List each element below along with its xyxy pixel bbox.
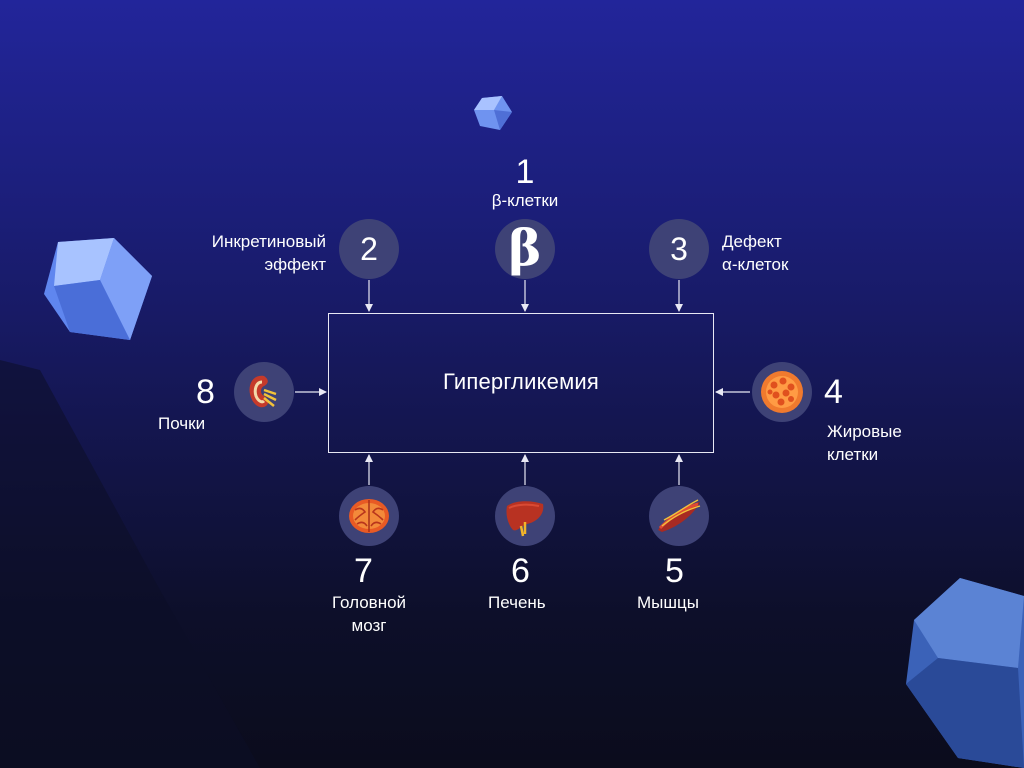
- node-4-circle: [752, 362, 812, 422]
- node-7-label: Головной мозг: [318, 591, 420, 637]
- node-2-label: Инкретиновый эффект: [176, 230, 326, 276]
- crystal-left-icon: [44, 238, 152, 340]
- node-7-number: 7: [354, 552, 373, 590]
- node-2-circle: 2: [339, 219, 399, 279]
- node-6-number: 6: [511, 552, 530, 590]
- crystal-small-icon: [474, 96, 512, 130]
- node-7-circle: [339, 486, 399, 546]
- node-5-circle: [649, 486, 709, 546]
- hyperglycemia-box: Гипергликемия: [328, 313, 714, 453]
- node-4-label-line-1: Жировые: [827, 422, 902, 441]
- node-1-label: β-клетки: [491, 191, 559, 210]
- node-3-label-line-1: Дефект: [722, 232, 782, 251]
- node-7-label-line-2: мозг: [351, 616, 387, 635]
- node-6-label: Печень: [488, 593, 546, 612]
- node-8-label: Почки: [158, 414, 206, 433]
- node-1-circle: β: [495, 219, 555, 279]
- node-4-label-line-2: клетки: [827, 445, 879, 464]
- node-8-number: 8: [196, 373, 215, 411]
- liver-icon: [506, 501, 544, 537]
- node-5-label: Мышцы: [637, 593, 699, 612]
- brain-icon: [349, 499, 389, 533]
- node-7-label-line-1: Головной: [331, 593, 407, 612]
- node-5-number: 5: [665, 552, 684, 590]
- fat-cell-icon: [761, 371, 803, 413]
- node-4-label: Жировые клетки: [827, 420, 947, 466]
- node-3-circle: 3: [649, 219, 709, 279]
- node-2-label-line-1: Инкретиновый: [211, 232, 326, 251]
- node-6-circle: [495, 486, 555, 546]
- node-2-number: 2: [360, 230, 378, 267]
- node-2-label-line-2: эффект: [264, 255, 326, 274]
- hyperglycemia-label: Гипергликемия: [442, 369, 600, 394]
- node-4-number: 4: [824, 373, 843, 411]
- beta-symbol-icon: β: [508, 219, 542, 277]
- node-3-label: Дефект α-клеток: [722, 230, 842, 276]
- node-3-number: 3: [670, 230, 688, 267]
- node-8-circle: [234, 362, 294, 422]
- muscle-icon: [658, 499, 701, 532]
- kidney-icon: [249, 375, 277, 408]
- background-shadow: [0, 360, 260, 768]
- node-1-number: 1: [515, 153, 535, 191]
- node-3-label-line-2: α-клеток: [722, 255, 789, 274]
- crystal-bottom-right-icon: [906, 578, 1024, 768]
